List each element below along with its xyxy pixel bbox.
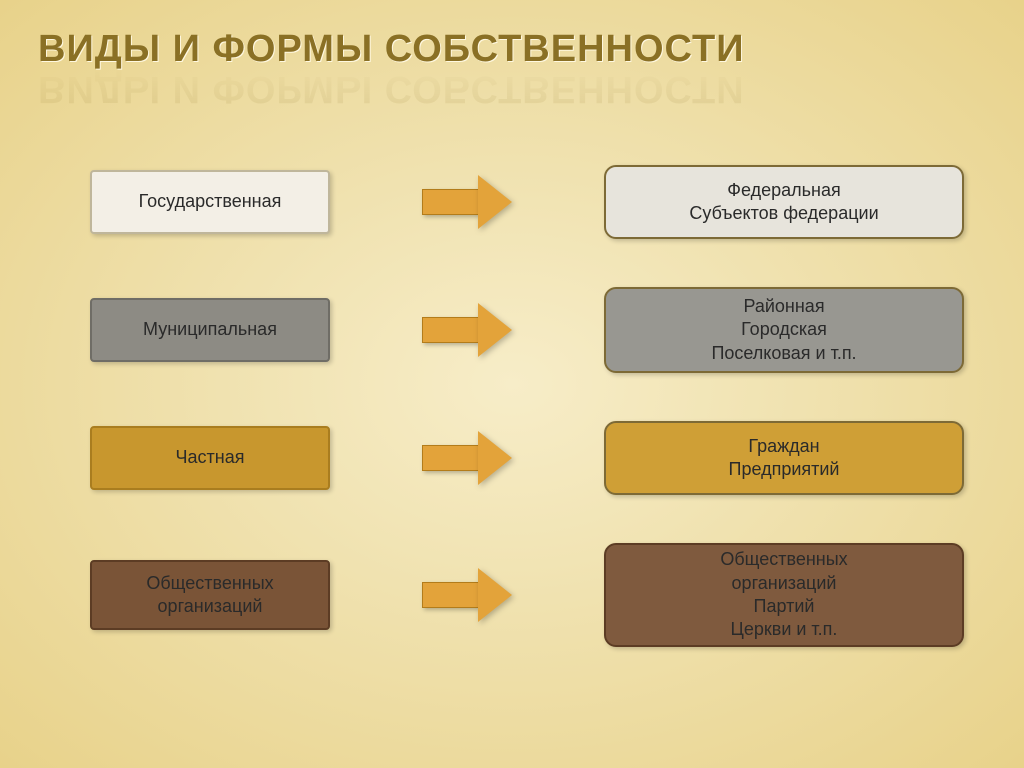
arrow-wrap <box>330 175 604 229</box>
arrow-icon <box>422 303 512 357</box>
arrow-wrap <box>330 568 604 622</box>
diagram-content: Государственная ФедеральнаяСубъектов феде… <box>0 165 1024 647</box>
slide-title: ВИДЫ И ФОРМЫ СОБСТВЕННОСТИ <box>38 28 1024 71</box>
arrow-icon <box>422 431 512 485</box>
diagram-row: Государственная ФедеральнаяСубъектов феде… <box>90 165 964 239</box>
diagram-row: Общественныхорганизаций Общественныхорган… <box>90 543 964 647</box>
slide-title-block: ВИДЫ И ФОРМЫ СОБСТВЕННОСТИ ВИДЫ И ФОРМЫ … <box>0 0 1024 110</box>
category-box: Государственная <box>90 170 330 234</box>
category-box: Общественныхорганизаций <box>90 560 330 630</box>
category-box: Муниципальная <box>90 298 330 362</box>
detail-box: ОбщественныхорганизацийПартийЦеркви и т.… <box>604 543 964 647</box>
diagram-row: Частная ГражданПредприятий <box>90 421 964 495</box>
arrow-icon <box>422 175 512 229</box>
detail-box: РайоннаяГородскаяПоселковая и т.п. <box>604 287 964 373</box>
detail-box: ГражданПредприятий <box>604 421 964 495</box>
arrow-icon <box>422 568 512 622</box>
arrow-wrap <box>330 431 604 485</box>
detail-box: ФедеральнаяСубъектов федерации <box>604 165 964 239</box>
arrow-wrap <box>330 303 604 357</box>
category-box: Частная <box>90 426 330 490</box>
diagram-row: Муниципальная РайоннаяГородскаяПоселковая… <box>90 287 964 373</box>
slide-title-reflection: ВИДЫ И ФОРМЫ СОБСТВЕННОСТИ <box>38 67 1024 110</box>
